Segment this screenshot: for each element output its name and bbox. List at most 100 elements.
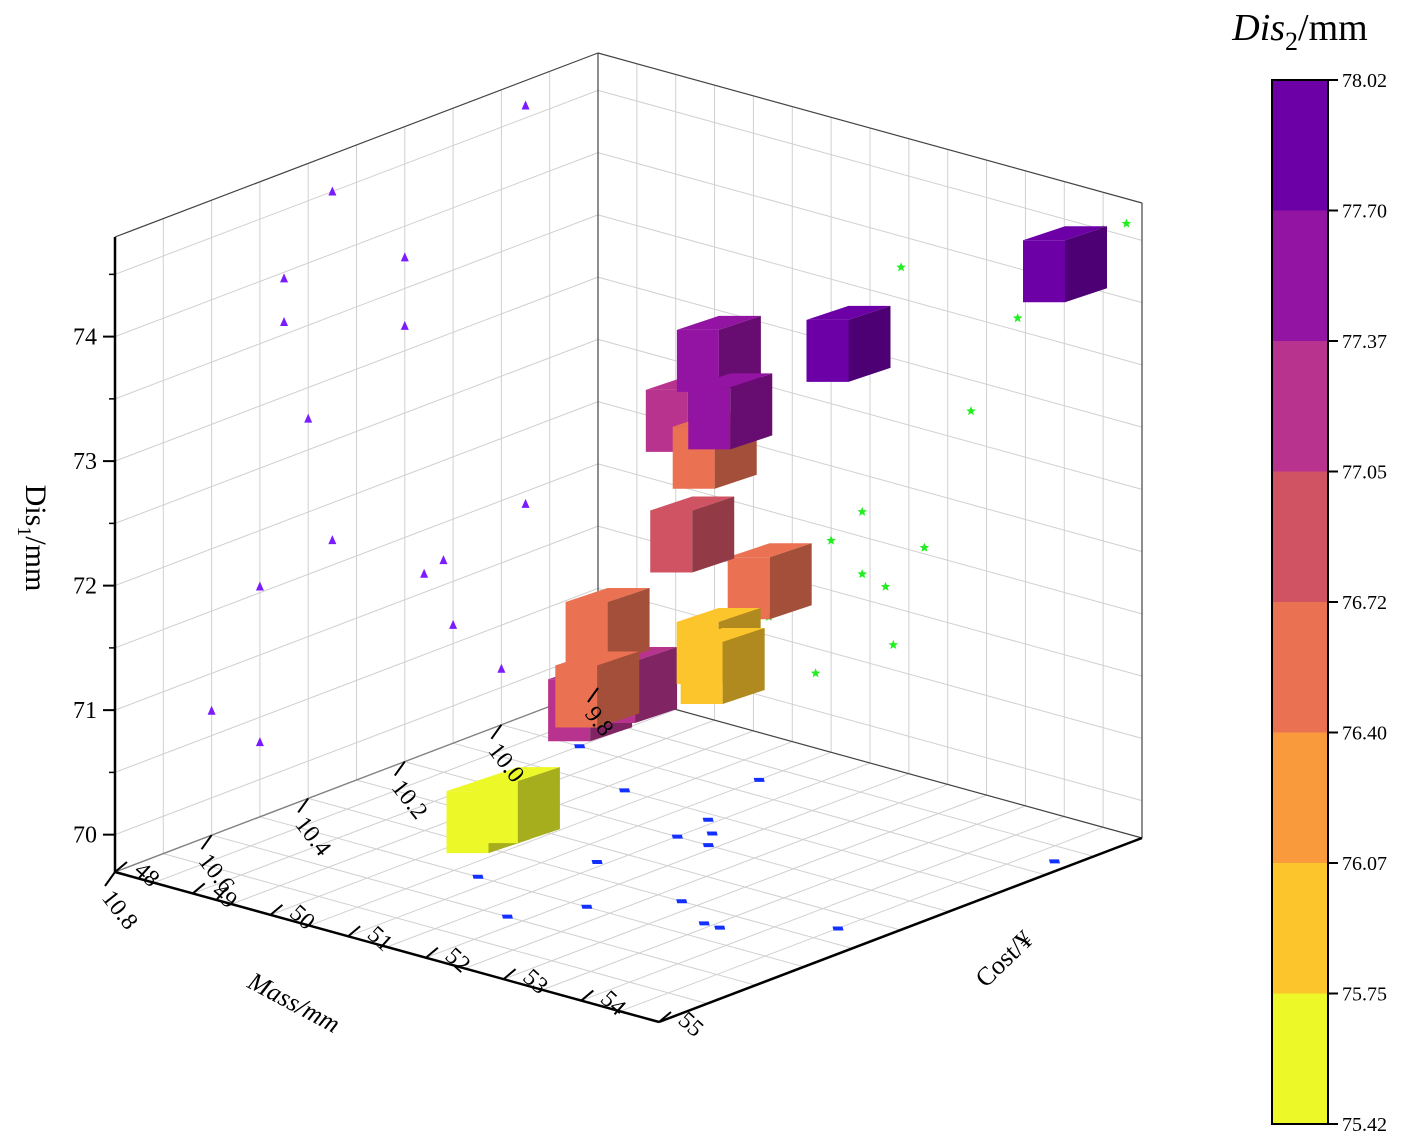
projection-square <box>501 914 513 919</box>
colorbar-band <box>1272 602 1328 733</box>
data-cube <box>727 543 812 620</box>
projection-square <box>753 777 765 782</box>
grid-line <box>503 794 987 980</box>
cube-side <box>848 305 891 382</box>
projection-star <box>857 569 867 579</box>
projection-square <box>698 921 710 926</box>
colorbar-band <box>1272 993 1328 1125</box>
x-tick-label: 10.8 <box>96 886 142 935</box>
cube-top <box>475 767 560 782</box>
colorbar-label: 75.42 <box>1342 1114 1387 1136</box>
projection-star <box>1012 313 1023 323</box>
colorbar-label: 76.07 <box>1342 853 1387 875</box>
projection-triangle <box>255 737 264 747</box>
data-cubes <box>446 226 1108 854</box>
cube-front <box>555 665 598 728</box>
left-wall-projections <box>207 100 530 747</box>
y-tick <box>269 904 284 916</box>
y-tick-label: 51 <box>362 921 397 956</box>
colorbar-title: Dis2/mm <box>1231 7 1367 56</box>
x-axis-line <box>658 836 1143 1024</box>
data-cube <box>806 305 891 382</box>
cube-side <box>635 647 678 724</box>
projection-square <box>581 904 593 909</box>
colorbar-title-unit: /mm <box>1298 7 1368 49</box>
z-axis: 70 71 72 73 74 <box>73 273 115 849</box>
left-wall-grid <box>114 53 599 872</box>
cube-front <box>727 557 770 620</box>
projection-square <box>472 874 484 879</box>
cube-front <box>676 329 719 392</box>
grid-line <box>114 401 599 587</box>
projection-star <box>880 581 891 591</box>
cube-side <box>1065 226 1108 303</box>
y-tick-label: 55 <box>673 1007 708 1042</box>
grid-line <box>597 463 1143 615</box>
projection-triangle <box>400 320 409 330</box>
projection-square <box>574 744 586 749</box>
projection-triangle <box>328 535 337 545</box>
cube-side <box>607 588 650 665</box>
y-tick-label: 53 <box>518 964 553 999</box>
grid-line <box>192 708 676 894</box>
projection-star <box>896 262 906 272</box>
y-tick <box>502 968 517 980</box>
y-tick-label: 54 <box>595 986 630 1021</box>
grid-line <box>597 89 1143 241</box>
x-axis-title: Mass/mm <box>242 966 345 1039</box>
x-tick <box>200 834 213 850</box>
z-tick-label: 73 <box>73 449 97 475</box>
data-cube <box>1023 226 1108 303</box>
grid-line <box>597 587 1143 739</box>
grid-line <box>425 773 910 959</box>
projection-triangle <box>207 705 216 715</box>
cube-top <box>806 305 891 320</box>
cube-top <box>1023 226 1108 241</box>
cube-side <box>718 315 761 392</box>
colorbar-label: 76.72 <box>1342 592 1387 614</box>
y-axis-line <box>114 870 660 1024</box>
cube-side <box>692 496 735 573</box>
grid-line <box>309 741 793 927</box>
cube-top <box>727 543 812 558</box>
back-wall-grid <box>597 53 1143 838</box>
grid-line <box>581 816 1065 1002</box>
projection-star <box>857 506 867 516</box>
frame-line <box>114 52 599 238</box>
grid-line <box>114 525 599 711</box>
y-tick <box>425 946 439 959</box>
grid-line <box>114 214 599 400</box>
floor-projections <box>472 744 1061 931</box>
colorbar-label: 77.70 <box>1342 201 1387 223</box>
colorbar-title-sub: 2 <box>1285 27 1298 56</box>
z-tick-label: 71 <box>73 698 97 724</box>
projection-triangle <box>280 317 289 327</box>
box-frame <box>113 52 1143 1024</box>
y-tick <box>347 925 361 938</box>
projection-star <box>810 668 821 678</box>
grid-line <box>619 826 1104 1012</box>
cube-top <box>688 373 773 388</box>
x-tick <box>587 687 599 703</box>
cube-side <box>517 767 560 844</box>
y-tick <box>658 1011 672 1023</box>
data-cube <box>650 496 735 573</box>
projection-square <box>676 899 688 904</box>
projection-star <box>919 542 930 552</box>
grid-line <box>386 762 871 948</box>
colorbar: 78.02 77.70 77.37 77.05 76.72 76.40 76.07 75.75… <box>1271 70 1387 1136</box>
cube-front <box>565 602 608 665</box>
x-tick <box>297 797 310 813</box>
data-cube <box>676 315 761 392</box>
z-tick-label: 70 <box>73 823 97 849</box>
projection-square <box>619 788 631 793</box>
data-cube <box>680 627 765 704</box>
colorbar-band <box>1272 210 1328 342</box>
grid-line <box>114 587 599 773</box>
colorbar-band <box>1272 863 1328 994</box>
projection-triangle <box>400 252 409 262</box>
frame-line <box>597 52 1143 204</box>
projection-square <box>591 860 603 865</box>
